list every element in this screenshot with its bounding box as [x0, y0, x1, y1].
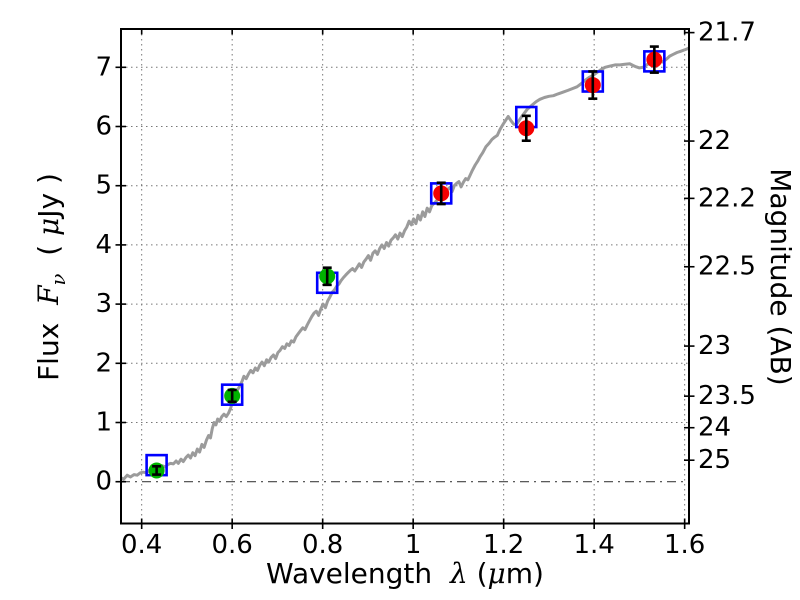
- model-photometry-layer: [145, 50, 666, 477]
- spectrum-layer: [121, 46, 689, 481]
- y-tick-right-label: 22: [698, 126, 731, 156]
- y-tick-left-label: 2: [95, 348, 112, 378]
- x-axis-label: Wavelength λ (μm): [266, 557, 544, 590]
- x-tick-label: 1.6: [664, 530, 705, 560]
- ticks-layer: [115, 29, 695, 529]
- y-tick-left-label: 3: [95, 289, 112, 319]
- model-spectrum-line: [121, 46, 689, 481]
- plot-frame: [120, 28, 690, 525]
- y-tick-left-label: 6: [95, 112, 112, 142]
- y-tick-left-label: 0: [95, 467, 112, 497]
- errorbar-layer: [152, 45, 659, 476]
- y-tick-right-label: 24: [698, 413, 731, 443]
- y-tick-right-label: 22.5: [698, 252, 756, 282]
- y-tick-left-label: 1: [95, 408, 112, 438]
- y-tick-left-label: 5: [95, 171, 112, 201]
- x-tick-label: 1.4: [573, 530, 614, 560]
- x-tick-label: 0.8: [302, 530, 343, 560]
- y-axis-label-left: Flux Fν ( μJy ): [32, 173, 70, 381]
- y-tick-right-label: 21.7: [698, 18, 756, 48]
- tick-labels-layer: 0.4 0.6 0.8 1 1.2 1.4 1.60123456721.72222.222.…: [95, 18, 755, 560]
- model-square: [220, 383, 244, 406]
- y-axis-label-right: Magnitude (AB): [764, 168, 797, 385]
- y-tick-right-label: 23.5: [698, 381, 756, 411]
- y-tick-right-label: 25: [698, 445, 731, 475]
- x-tick-label: 0.6: [211, 530, 252, 560]
- x-tick-label: 1.2: [483, 530, 524, 560]
- y-tick-right-label: 23: [698, 331, 731, 361]
- y-tick-right-label: 22.2: [698, 183, 756, 213]
- x-tick-label: 1: [405, 530, 422, 560]
- y-tick-left-label: 7: [95, 52, 112, 82]
- y-tick-left-label: 4: [95, 230, 112, 260]
- x-tick-label: 0.4: [121, 530, 162, 560]
- grid-layer: [121, 29, 689, 524]
